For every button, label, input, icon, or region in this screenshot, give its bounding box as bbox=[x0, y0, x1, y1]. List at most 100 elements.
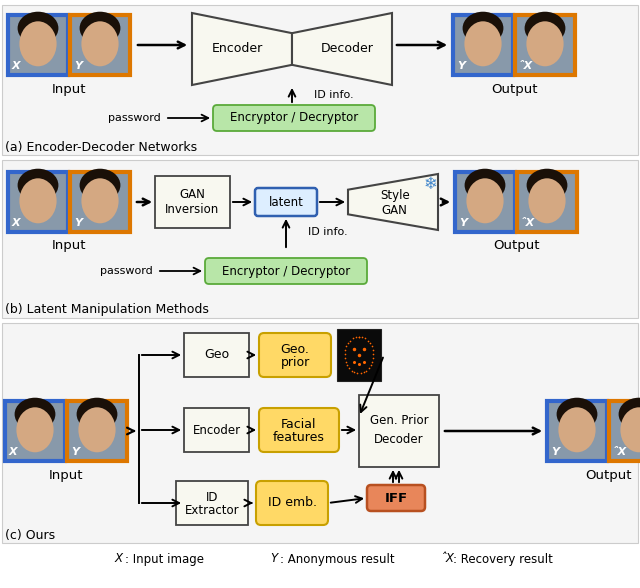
Text: Style: Style bbox=[380, 189, 410, 202]
FancyBboxPatch shape bbox=[205, 258, 367, 284]
Text: Output: Output bbox=[585, 469, 631, 482]
Text: Encryptor / Decryptor: Encryptor / Decryptor bbox=[222, 265, 350, 278]
Text: Y: Y bbox=[74, 61, 82, 71]
Ellipse shape bbox=[15, 397, 56, 430]
Text: Output: Output bbox=[493, 239, 540, 252]
Bar bbox=[538, 55, 552, 64]
Bar bbox=[609, 401, 640, 461]
Bar bbox=[93, 212, 107, 221]
Text: GAN: GAN bbox=[382, 204, 408, 217]
Text: Extractor: Extractor bbox=[185, 504, 239, 517]
Text: ˆX: ˆX bbox=[440, 553, 454, 566]
Text: password: password bbox=[108, 113, 161, 123]
Bar bbox=[31, 55, 45, 64]
Ellipse shape bbox=[79, 407, 116, 452]
Bar bbox=[28, 441, 42, 450]
Text: Decoder: Decoder bbox=[321, 42, 373, 55]
Text: ID emb.: ID emb. bbox=[268, 496, 317, 509]
Ellipse shape bbox=[527, 169, 568, 202]
Text: Y: Y bbox=[459, 218, 467, 228]
Ellipse shape bbox=[465, 21, 502, 66]
Text: Y: Y bbox=[71, 447, 79, 457]
Text: Output: Output bbox=[491, 82, 537, 95]
Text: Input: Input bbox=[49, 469, 83, 482]
Text: ❄: ❄ bbox=[423, 175, 437, 193]
Text: Facial: Facial bbox=[281, 418, 317, 431]
Polygon shape bbox=[192, 13, 292, 85]
Ellipse shape bbox=[79, 169, 120, 202]
Bar bbox=[478, 212, 492, 221]
Ellipse shape bbox=[529, 178, 566, 223]
Text: Inversion: Inversion bbox=[165, 203, 220, 216]
Ellipse shape bbox=[79, 12, 120, 45]
Text: Geo: Geo bbox=[204, 349, 229, 362]
Text: Geo.: Geo. bbox=[280, 343, 309, 356]
Text: (c) Ours: (c) Ours bbox=[5, 529, 55, 542]
Bar bbox=[547, 401, 607, 461]
Ellipse shape bbox=[619, 397, 640, 430]
Bar bbox=[2, 323, 638, 543]
Ellipse shape bbox=[467, 178, 504, 223]
Ellipse shape bbox=[17, 12, 58, 45]
FancyBboxPatch shape bbox=[213, 105, 375, 131]
Ellipse shape bbox=[463, 12, 504, 45]
Text: : Recovery result: : Recovery result bbox=[453, 553, 553, 566]
Ellipse shape bbox=[17, 169, 58, 202]
Bar bbox=[70, 172, 130, 232]
Text: X: X bbox=[9, 447, 18, 457]
Polygon shape bbox=[348, 174, 438, 230]
Text: X: X bbox=[12, 61, 20, 71]
FancyBboxPatch shape bbox=[256, 481, 328, 525]
FancyBboxPatch shape bbox=[255, 188, 317, 216]
Bar bbox=[90, 441, 104, 450]
Bar bbox=[632, 441, 640, 450]
FancyBboxPatch shape bbox=[259, 408, 339, 452]
Bar bbox=[176, 481, 248, 525]
Ellipse shape bbox=[526, 21, 564, 66]
Text: ID: ID bbox=[205, 491, 218, 504]
Text: GAN: GAN bbox=[180, 188, 205, 201]
Ellipse shape bbox=[17, 407, 54, 452]
Text: Input: Input bbox=[52, 82, 86, 95]
Text: Encoder: Encoder bbox=[193, 423, 241, 436]
Ellipse shape bbox=[81, 178, 118, 223]
Text: Encoder: Encoder bbox=[211, 42, 262, 55]
Bar bbox=[93, 55, 107, 64]
Text: Y: Y bbox=[551, 447, 559, 457]
Bar bbox=[517, 172, 577, 232]
Text: Gen. Prior: Gen. Prior bbox=[370, 414, 428, 427]
Bar bbox=[8, 15, 68, 75]
Bar bbox=[453, 15, 513, 75]
Text: Input: Input bbox=[52, 239, 86, 252]
FancyBboxPatch shape bbox=[259, 333, 331, 377]
Ellipse shape bbox=[620, 407, 640, 452]
Text: ˆX: ˆX bbox=[521, 218, 535, 228]
Text: ID info.: ID info. bbox=[314, 90, 354, 100]
Text: ˆX: ˆX bbox=[613, 447, 627, 457]
Text: X: X bbox=[115, 553, 123, 566]
Text: Y: Y bbox=[74, 218, 82, 228]
Bar bbox=[359, 395, 439, 467]
Ellipse shape bbox=[77, 397, 117, 430]
Text: : Input image: : Input image bbox=[125, 553, 204, 566]
Bar bbox=[2, 5, 638, 155]
Bar bbox=[184, 408, 249, 452]
Text: ˆX: ˆX bbox=[519, 61, 533, 71]
Bar bbox=[540, 212, 554, 221]
Ellipse shape bbox=[19, 21, 56, 66]
Text: ID info.: ID info. bbox=[308, 227, 348, 237]
Text: password: password bbox=[100, 266, 153, 276]
Bar bbox=[570, 441, 584, 450]
Bar bbox=[155, 176, 230, 228]
Bar bbox=[184, 333, 249, 377]
Ellipse shape bbox=[465, 169, 506, 202]
Ellipse shape bbox=[525, 12, 565, 45]
Polygon shape bbox=[292, 13, 392, 85]
Text: (a) Encoder-Decoder Networks: (a) Encoder-Decoder Networks bbox=[5, 141, 197, 153]
Ellipse shape bbox=[558, 407, 596, 452]
Text: latent: latent bbox=[269, 195, 303, 209]
Text: prior: prior bbox=[280, 356, 310, 369]
Ellipse shape bbox=[557, 397, 597, 430]
Ellipse shape bbox=[81, 21, 118, 66]
Text: X: X bbox=[12, 218, 20, 228]
